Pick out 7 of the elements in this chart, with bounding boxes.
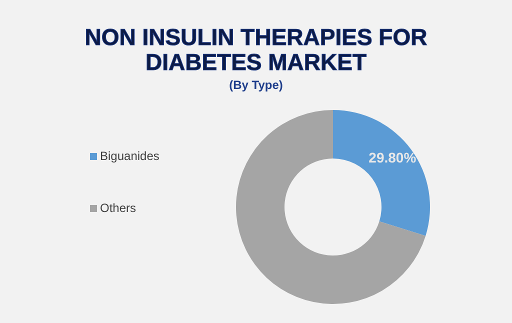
chart-title: NON INSULIN THERAPIES FOR DIABETES MARKET — [84, 24, 428, 75]
donut-slice — [236, 110, 426, 304]
donut-slice — [333, 110, 430, 236]
legend-label: Biguanides — [100, 149, 160, 163]
chart-subtitle: (By Type) — [229, 78, 283, 92]
legend-label: Others — [100, 201, 136, 215]
data-label: 29.80% — [368, 149, 417, 166]
